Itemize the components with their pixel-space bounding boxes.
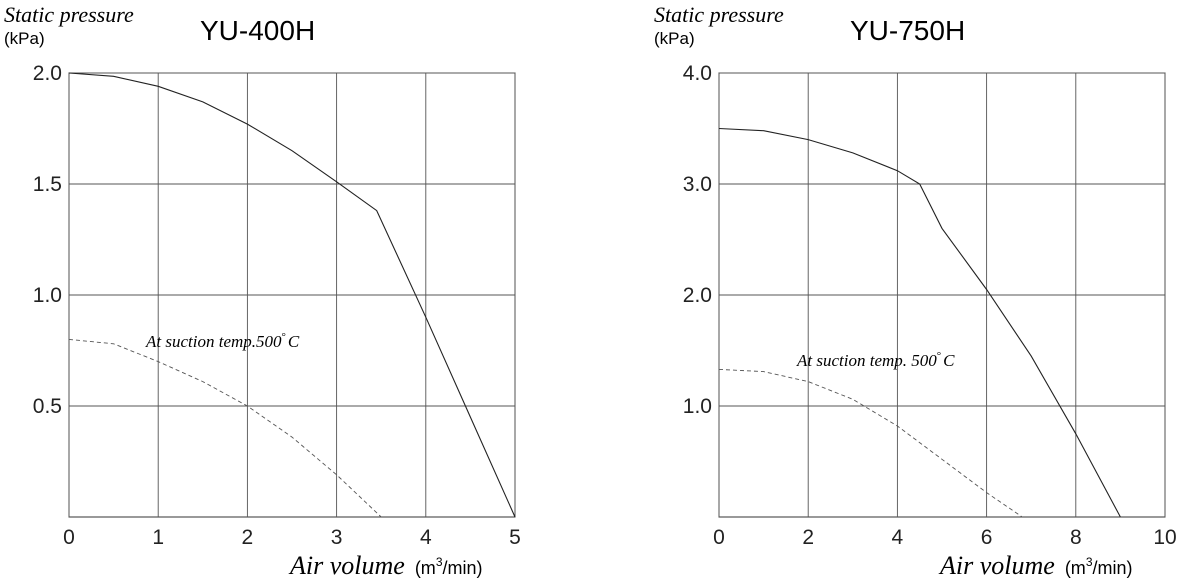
- series-line-solid: [718, 127, 1121, 518]
- x-tick-label: 0: [713, 526, 725, 549]
- y-axis-unit: (kPa): [4, 29, 45, 48]
- y-axis-label: Static pressure: [654, 2, 784, 27]
- y-tick-label: 0.5: [33, 395, 62, 418]
- annotation-suction-temp: At suction temp.500° C: [145, 331, 300, 351]
- grid-lines: [718, 72, 1166, 518]
- x-tick-label: 4: [892, 526, 904, 549]
- annotation-suction-temp: At suction temp. 500° C: [796, 350, 955, 370]
- x-axis-label: Air volume (m3/min): [938, 551, 1133, 580]
- x-tick-label: 6: [981, 526, 993, 549]
- x-axis-label: Air volume (m3/min): [288, 551, 483, 580]
- chart-yu-750h: Static pressure (kPa) YU-750H 0 2 4 6 8 10 1.0…: [654, 2, 1177, 580]
- tick-labels: 0 1 2 3 4 5 0.5 1.0 1.5 2.0: [33, 62, 521, 549]
- y-tick-label: 1.0: [33, 284, 62, 307]
- chart-yu-400h: Static pressure (kPa) YU-400H 0 1 2 3 4 5 0.5 1…: [4, 2, 521, 580]
- chart-title: YU-400H: [200, 15, 315, 46]
- series-group: [718, 127, 1121, 518]
- x-tick-label: 5: [509, 526, 521, 549]
- y-tick-label: 2.0: [33, 62, 62, 85]
- x-tick-label: 3: [331, 526, 343, 549]
- x-tick-label: 10: [1153, 526, 1176, 549]
- series-line-solid: [68, 72, 516, 518]
- y-tick-label: 1.0: [683, 395, 712, 418]
- series-line-dashed: [718, 368, 1023, 518]
- y-tick-label: 4.0: [683, 62, 712, 85]
- x-tick-label: 2: [802, 526, 814, 549]
- chart-title: YU-750H: [850, 15, 965, 46]
- series-line-dashed: [68, 338, 382, 518]
- series-group: [68, 72, 516, 518]
- y-tick-label: 1.5: [33, 173, 62, 196]
- x-tick-label: 4: [420, 526, 432, 549]
- grid-lines: [68, 72, 516, 518]
- y-axis-unit: (kPa): [654, 29, 695, 48]
- x-tick-label: 8: [1070, 526, 1082, 549]
- y-tick-label: 3.0: [683, 173, 712, 196]
- tick-labels: 0 2 4 6 8 10 1.0 2.0 3.0 4.0: [683, 62, 1177, 549]
- x-tick-label: 0: [63, 526, 75, 549]
- x-tick-label: 1: [152, 526, 164, 549]
- y-tick-label: 2.0: [683, 284, 712, 307]
- x-tick-label: 2: [242, 526, 254, 549]
- y-axis-label: Static pressure: [4, 2, 134, 27]
